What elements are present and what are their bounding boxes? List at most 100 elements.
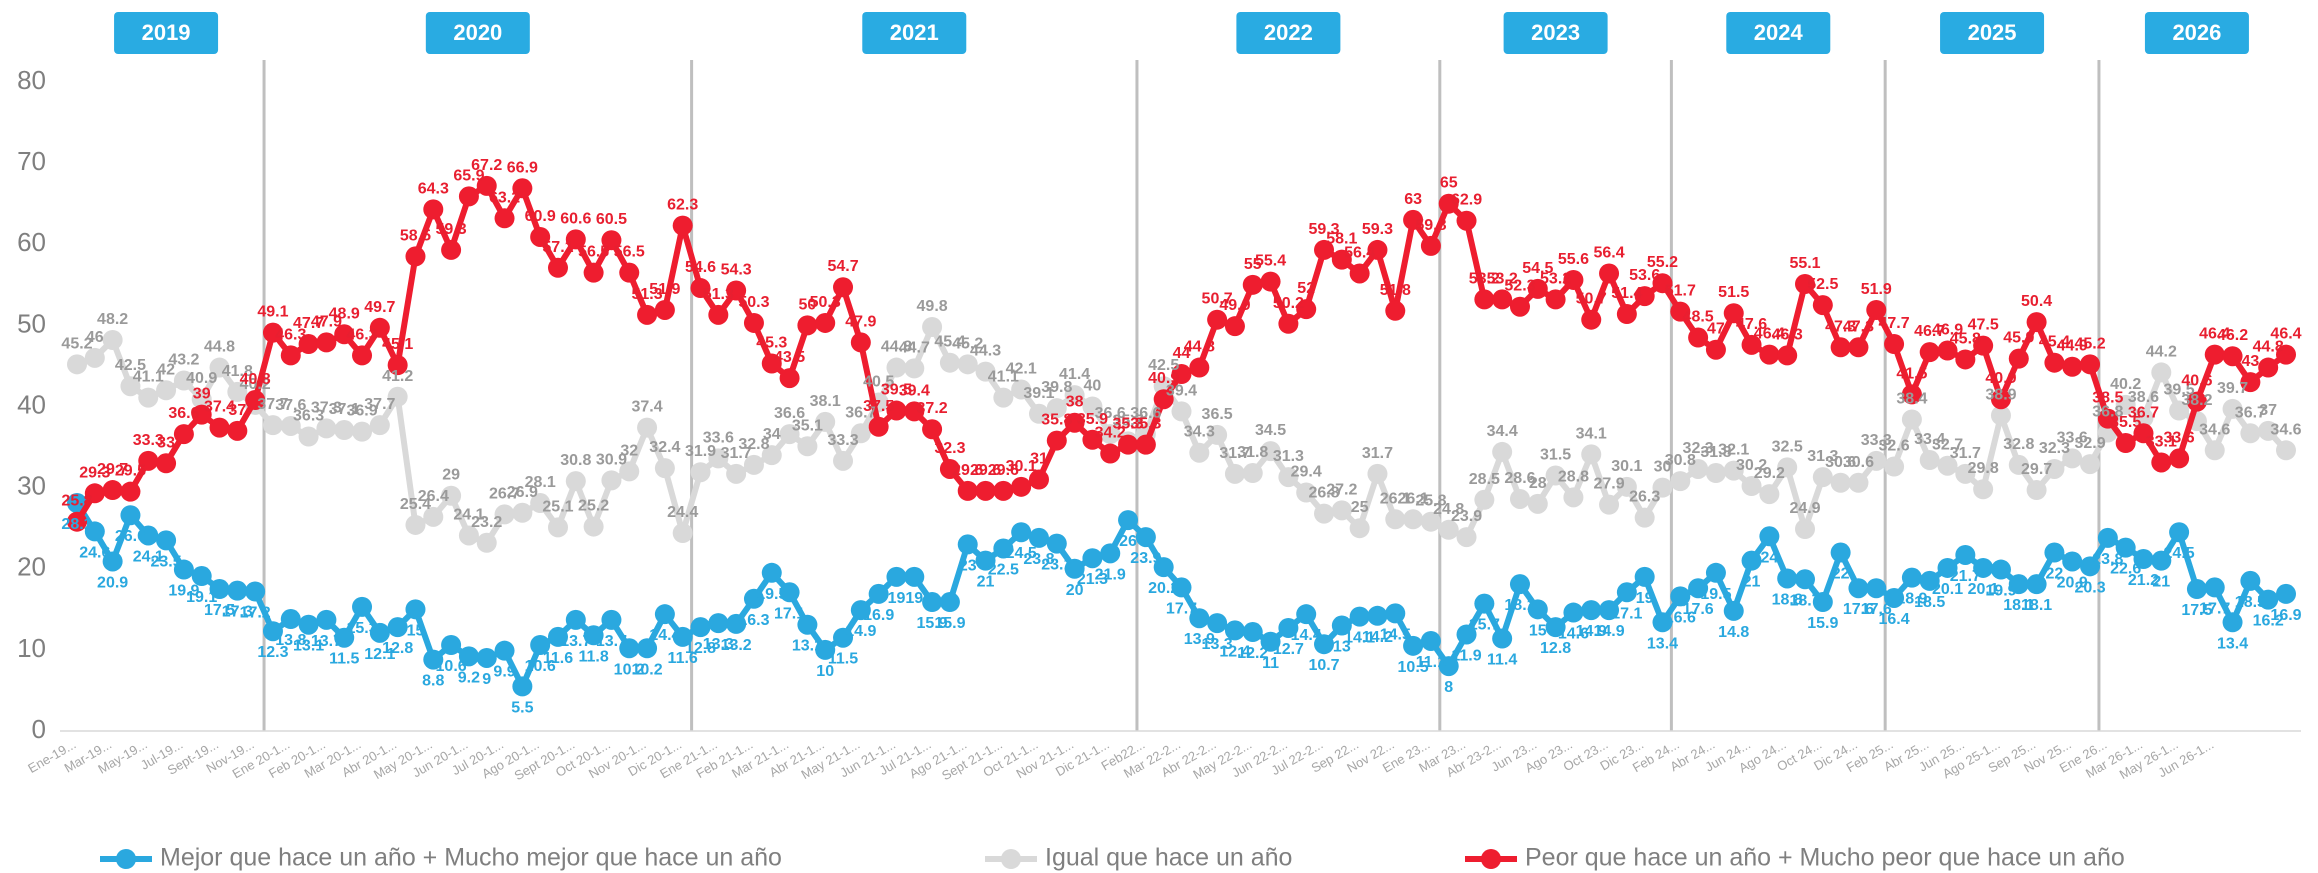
point — [1509, 488, 1530, 509]
point — [1777, 345, 1798, 366]
point — [743, 588, 764, 609]
data-label: 33 — [157, 434, 175, 451]
data-label: 36.5 — [1202, 406, 1233, 423]
point — [476, 647, 497, 668]
point — [1830, 542, 1851, 563]
point — [761, 353, 782, 374]
data-label: 41.4 — [1059, 366, 1090, 383]
point — [1456, 624, 1477, 645]
point — [2151, 550, 2172, 571]
point — [1509, 296, 1530, 317]
point — [1955, 463, 1976, 484]
data-label: 21 — [977, 574, 995, 591]
data-label: 33.3 — [133, 432, 164, 449]
point — [672, 523, 693, 544]
point — [1349, 263, 1370, 284]
point — [922, 592, 943, 613]
point — [1492, 289, 1513, 310]
point — [1046, 430, 1067, 451]
point — [120, 481, 141, 502]
point — [779, 582, 800, 603]
data-label: 32.8 — [2003, 436, 2034, 453]
data-label: 60.5 — [596, 211, 627, 228]
data-label: 18.9 — [1896, 591, 1927, 608]
point — [1474, 489, 1495, 510]
point — [708, 304, 729, 325]
point — [886, 357, 907, 378]
data-label: 16.4 — [1879, 611, 1910, 628]
data-label: 33.4 — [1914, 431, 1945, 448]
point — [2026, 480, 2047, 501]
data-label: 20.9 — [2057, 574, 2088, 591]
point — [1082, 396, 1103, 417]
data-label: 24.6 — [79, 544, 110, 561]
point — [565, 471, 586, 492]
year-label: 2019 — [142, 20, 191, 45]
point — [209, 357, 230, 378]
y-tick-label: 70 — [17, 146, 46, 176]
point — [1973, 335, 1994, 356]
data-label: 31.7 — [721, 445, 752, 462]
data-label: 37.4 — [631, 399, 662, 416]
legend-marker — [116, 849, 136, 869]
point — [1046, 398, 1067, 419]
data-label: 30.8 — [1665, 452, 1696, 469]
data-label: 26.8 — [1308, 485, 1339, 502]
data-label: 51.7 — [1665, 283, 1696, 300]
data-label: 44.8 — [1184, 339, 1215, 356]
data-label: 21 — [1743, 574, 1761, 591]
point — [1420, 511, 1441, 532]
point — [654, 604, 675, 625]
point — [1563, 269, 1584, 290]
point — [1937, 340, 1958, 361]
point — [1331, 615, 1352, 636]
data-label: 25.8 — [61, 493, 92, 510]
data-label: 11.8 — [578, 648, 608, 665]
point — [1723, 460, 1744, 481]
year-label: 2025 — [1968, 20, 2017, 45]
data-label: 50.2 — [1273, 295, 1304, 312]
data-label: 30.6 — [1843, 454, 1874, 471]
data-label: 31.9 — [685, 443, 716, 460]
data-label: 36.6 — [1095, 405, 1126, 422]
point — [2169, 448, 2190, 469]
data-label: 38.2 — [2181, 392, 2212, 409]
data-label: 25.2 — [578, 498, 609, 515]
data-label: 29.7 — [2021, 461, 2052, 478]
data-label: 45.4 — [934, 334, 965, 351]
data-label: 23.8 — [2092, 551, 2123, 568]
point — [1990, 559, 2011, 580]
point — [1705, 562, 1726, 583]
data-label: 37.2 — [917, 400, 948, 417]
data-label: 20.1 — [1932, 581, 1963, 598]
data-label: 40.8 — [240, 371, 271, 388]
point — [1474, 593, 1495, 614]
data-label: 16.9 — [863, 607, 894, 624]
data-label: 47.3 — [1843, 318, 1874, 335]
point — [1385, 509, 1406, 530]
point — [1492, 628, 1513, 649]
data-label: 37 — [2259, 402, 2277, 419]
point — [2204, 440, 2225, 461]
point — [1652, 612, 1673, 633]
data-label: 32.1 — [1718, 442, 1749, 459]
point — [1153, 557, 1174, 578]
data-label: 34 — [763, 426, 781, 443]
data-label: 29.6 — [952, 462, 983, 479]
point — [1385, 603, 1406, 624]
data-label: 32.7 — [1932, 437, 1963, 454]
point — [2062, 551, 2083, 572]
point — [833, 450, 854, 471]
data-label: 53.6 — [1629, 267, 1660, 284]
point — [1100, 443, 1121, 464]
data-label: 34.5 — [1255, 422, 1286, 439]
point — [1652, 477, 1673, 498]
data-label: 14.4 — [649, 627, 680, 644]
data-label: 33.3 — [1861, 432, 1892, 449]
point — [583, 625, 604, 646]
point — [1171, 401, 1192, 422]
point — [262, 621, 283, 642]
data-label: 48.2 — [97, 311, 128, 328]
point — [441, 239, 462, 260]
point — [833, 627, 854, 648]
